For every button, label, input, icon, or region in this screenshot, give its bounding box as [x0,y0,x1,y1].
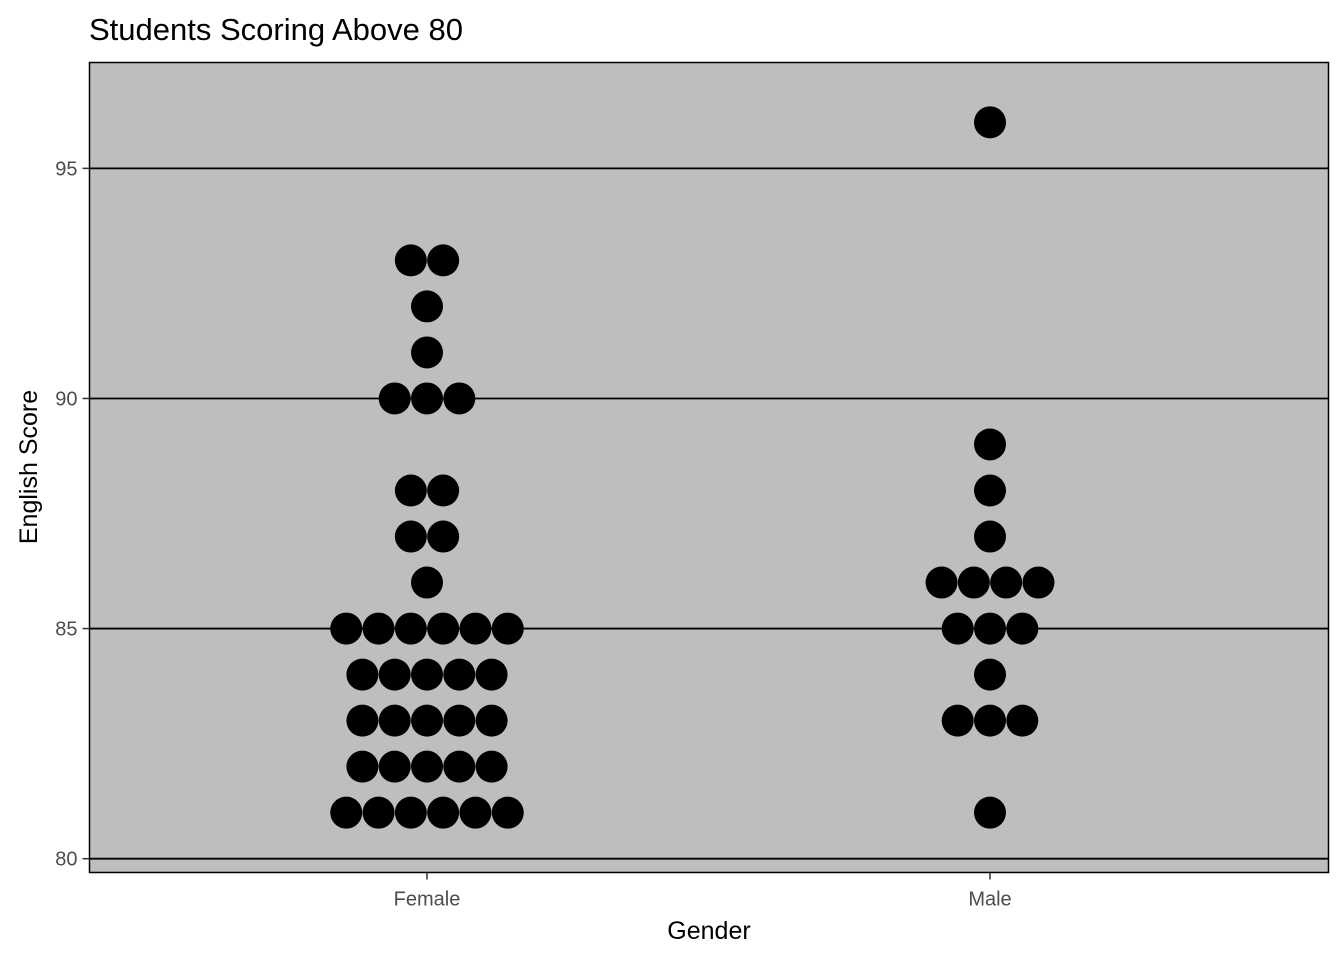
point-female-91-1 [411,336,443,369]
point-female-85-4 [427,612,460,645]
point-female-84-5 [475,658,508,691]
point-male-86-4 [1022,566,1055,599]
point-female-86-1 [411,566,443,599]
point-female-81-1 [330,796,363,829]
point-female-85-5 [459,612,492,645]
x-axis-ticks: Female Male [394,872,1012,911]
point-female-82-1 [346,750,379,783]
point-female-85-3 [394,612,427,645]
point-female-81-5 [459,796,492,829]
x-tick-label-female: Female [394,889,461,911]
point-female-81-4 [427,796,460,829]
point-female-82-3 [411,750,443,783]
point-male-84-1 [974,658,1006,691]
point-female-85-2 [362,612,395,645]
point-male-85-3 [1006,612,1039,645]
point-male-86-1 [925,566,958,599]
point-female-90-2 [411,382,443,415]
y-tick-label-80: 80 [55,849,77,871]
point-male-85-2 [974,612,1006,645]
point-male-83-2 [974,704,1006,737]
point-female-85-6 [491,612,524,645]
point-female-88-1 [394,474,427,507]
plot-panel [88,61,1330,874]
point-female-87-2 [427,520,460,553]
point-male-81-1 [974,796,1006,829]
point-female-83-2 [378,704,411,737]
y-tick-label-90: 90 [55,388,77,410]
point-female-81-3 [394,796,427,829]
point-male-86-2 [957,566,990,599]
point-female-88-2 [427,474,460,507]
chart-title: Students Scoring Above 80 [89,12,463,47]
y-axis-ticks: 80 85 90 95 [55,158,90,871]
point-female-93-2 [427,244,460,277]
y-axis-title: English Score [15,390,43,544]
point-female-83-4 [443,704,476,737]
point-female-92-1 [411,290,443,323]
point-female-90-1 [378,382,411,415]
point-female-84-2 [378,658,411,691]
point-female-90-3 [443,382,476,415]
point-male-85-1 [941,612,974,645]
point-male-83-3 [1006,704,1039,737]
point-male-89-1 [974,428,1006,461]
y-tick-label-85: 85 [55,619,77,641]
x-axis-title: Gender [667,917,750,945]
point-female-85-1 [330,612,363,645]
point-female-84-3 [411,658,443,691]
point-female-83-3 [411,704,443,737]
y-tick-label-95: 95 [55,158,77,180]
point-female-83-1 [346,704,379,737]
point-male-83-1 [941,704,974,737]
point-female-82-5 [475,750,508,783]
point-female-82-2 [378,750,411,783]
point-female-84-1 [346,658,379,691]
gridlines [89,167,1329,860]
point-male-87-1 [974,520,1006,553]
point-female-83-5 [475,704,508,737]
point-female-81-6 [491,796,524,829]
data-points [330,106,1055,829]
point-male-88-1 [974,474,1006,507]
point-female-87-1 [394,520,427,553]
x-tick-label-male: Male [968,889,1011,911]
point-male-86-3 [990,566,1023,599]
point-female-82-4 [443,750,476,783]
point-female-93-1 [394,244,427,277]
point-female-84-4 [443,658,476,691]
point-female-81-2 [362,796,395,829]
point-male-96-1 [974,106,1006,139]
